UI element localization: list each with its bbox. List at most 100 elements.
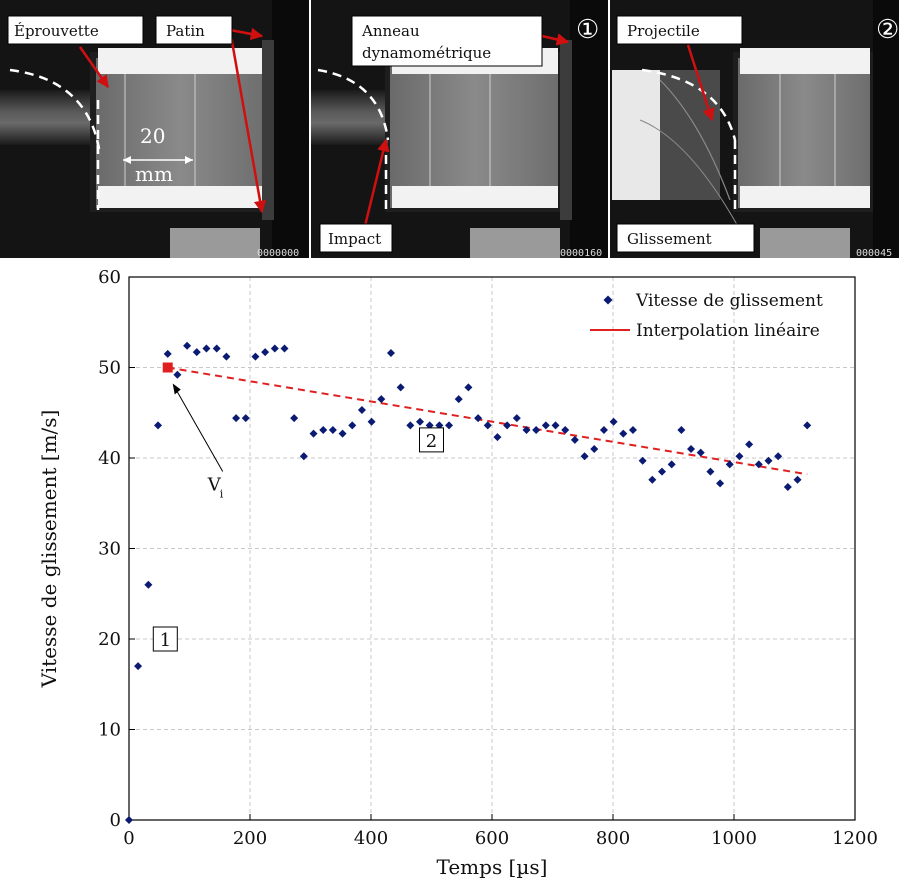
data-point-60	[706, 467, 715, 476]
data-point-41	[522, 425, 531, 434]
data-point-54	[648, 475, 657, 484]
scale-unit: mm	[135, 162, 173, 186]
linear-fit-line	[167, 366, 808, 476]
data-point-9	[212, 344, 221, 353]
data-point-11	[232, 414, 241, 423]
data-point-29	[406, 421, 415, 430]
frame-counter-2: 0000160	[560, 248, 602, 258]
label-dynamometrique: dynamométrique	[362, 44, 491, 62]
data-point-56	[667, 460, 676, 469]
data-point-2	[144, 580, 153, 589]
legend: Vitesse de glissement Interpolation liné…	[590, 291, 823, 341]
scale-value: 20	[140, 124, 165, 148]
x-tick-label-3: 600	[475, 828, 509, 849]
region-box-1	[152, 626, 178, 652]
data-point-7	[192, 348, 201, 357]
data-point-6	[183, 341, 192, 350]
data-point-36	[474, 414, 483, 423]
data-point-15	[270, 344, 279, 353]
data-point-53	[638, 456, 647, 465]
label-anneau: Anneau	[361, 22, 420, 40]
y-tick-label-6: 60	[98, 267, 121, 288]
data-point-27	[386, 349, 395, 358]
y-tick-label-2: 20	[98, 629, 121, 650]
data-point-45	[561, 425, 570, 434]
region-label-1: 1	[160, 630, 171, 651]
vi-arrow	[173, 385, 224, 472]
data-point-28	[396, 383, 405, 392]
data-point-3	[154, 421, 163, 430]
vi-label: V	[207, 475, 222, 496]
x-axis-title: Temps [µs]	[437, 855, 548, 879]
x-tick-label-4: 800	[596, 828, 630, 849]
data-point-58	[687, 444, 696, 453]
data-point-1	[134, 662, 143, 671]
legend-marker-scatter	[603, 295, 613, 305]
data-point-57	[677, 425, 686, 434]
data-point-39	[503, 421, 512, 430]
data-point-23	[348, 421, 357, 430]
data-point-13	[251, 352, 260, 361]
data-point-59	[696, 448, 705, 457]
data-point-34	[454, 395, 463, 404]
y-tick-label-5: 50	[98, 358, 121, 379]
x-tick-label-1: 200	[233, 828, 267, 849]
frame-counter-3: 000045	[856, 248, 892, 258]
data-point-63	[735, 452, 744, 461]
label-projectile: Projectile	[627, 22, 700, 40]
data-point-55	[658, 467, 667, 476]
x-tick-label-0: 0	[123, 828, 134, 849]
y-tick-label-1: 10	[98, 720, 121, 741]
x-tick-label-6: 1200	[832, 828, 878, 849]
data-point-12	[241, 414, 250, 423]
vi-marker	[162, 362, 173, 373]
data-point-48	[590, 444, 599, 453]
y-tick-label-4: 40	[98, 448, 121, 469]
data-point-66	[764, 456, 773, 465]
x-tick-label-5: 1000	[711, 828, 757, 849]
region-label-2: 2	[426, 431, 437, 452]
data-point-68	[783, 482, 792, 491]
data-point-67	[774, 452, 783, 461]
data-series	[125, 341, 812, 824]
vi-arrow-head	[172, 383, 181, 395]
label-patin: Patin	[166, 22, 205, 40]
y-tick-label-3: 30	[98, 539, 121, 560]
data-point-52	[628, 425, 637, 434]
data-point-8	[202, 344, 211, 353]
data-point-62	[725, 460, 734, 469]
data-point-47	[580, 452, 589, 461]
axis-ticks: 0 200 400 600 800 1000 1200 0 10 20 30 40 50 60	[98, 267, 878, 849]
photo-strip: 20 mm Éprouvette Patin 0000000 Anneau dy…	[0, 0, 899, 258]
data-point-42	[532, 425, 541, 434]
data-point-18	[299, 452, 308, 461]
y-tick-label-0: 0	[110, 810, 121, 831]
legend-label-scatter: Vitesse de glissement	[635, 291, 823, 311]
data-point-50	[609, 417, 618, 426]
data-point-43	[541, 421, 550, 430]
region-box-2	[419, 427, 444, 453]
data-point-49	[599, 425, 608, 434]
data-point-25	[367, 417, 376, 426]
x-tick-label-2: 400	[354, 828, 388, 849]
data-point-33	[445, 421, 454, 430]
data-point-40	[512, 414, 521, 423]
data-point-10	[222, 352, 231, 361]
data-point-65	[754, 460, 763, 469]
data-point-61	[716, 479, 725, 488]
data-point-44	[551, 421, 560, 430]
data-point-14	[261, 348, 270, 357]
data-point-30	[416, 417, 425, 426]
data-point-26	[377, 395, 386, 404]
photo-panel-3: Projectile Glissement ② 000045	[610, 0, 899, 258]
data-point-17	[290, 414, 299, 423]
data-point-4	[163, 349, 172, 358]
photo-panel-2: Anneau dynamométrique Impact ① 0000160	[311, 0, 608, 258]
data-point-46	[570, 435, 579, 444]
label-eprouvette: Éprouvette	[14, 22, 99, 40]
legend-label-line: Interpolation linéaire	[636, 321, 820, 341]
data-point-51	[619, 429, 628, 438]
data-point-37	[483, 421, 492, 430]
